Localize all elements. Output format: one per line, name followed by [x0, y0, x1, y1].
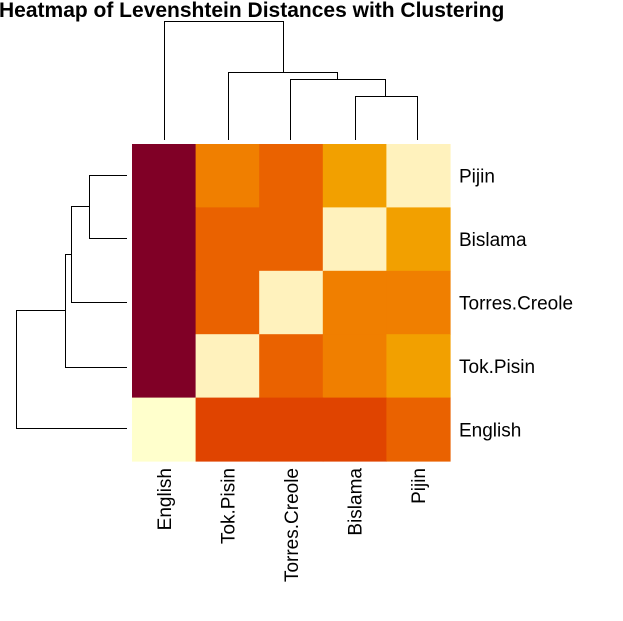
chart-title: Heatmap of Levenshtein Distances with Cl… [0, 0, 504, 22]
row-dendro-branch-root [16, 310, 127, 429]
col-dendro-branch-pijin-bislama [355, 96, 418, 140]
heatmap-cell-torres-creole-bislama [322, 270, 387, 335]
heatmap-cell-pijin-pijin [386, 144, 451, 208]
heatmap-cell-english-pijin [386, 397, 451, 462]
column-label-tok-pisin: Tok.Pisin [218, 468, 239, 544]
column-dendrogram [164, 21, 418, 140]
heatmap-cell-torres-creole-english [132, 270, 197, 335]
heatmap-cell-bislama-torres-creole [259, 207, 324, 272]
heatmap-cell-bislama-tok-pisin [195, 207, 260, 272]
col-dendro-branch-root [164, 21, 284, 140]
heatmap-cell-tok-pisin-bislama [322, 334, 387, 399]
column-label-bislama: Bislama [346, 468, 367, 536]
heatmap-cell-torres-creole-tok-pisin [195, 270, 260, 335]
row-dendro-branch-tokpisin-with-group [65, 254, 127, 368]
column-label-torres-creole: Torres.Creole [282, 468, 303, 582]
heatmap-cell-torres-creole-torres-creole [259, 270, 324, 335]
heatmap-cell-english-torres-creole [259, 397, 324, 462]
column-label-pijin: Pijin [409, 468, 430, 504]
heatmap-cell-pijin-english [132, 144, 197, 208]
row-labels: Pijin Bislama Torres.Creole Tok.Pisin Englis… [459, 167, 573, 442]
heatmap-cell-english-english [132, 397, 197, 462]
col-dendro-branch-torres-with-pijin-bislama [290, 79, 386, 140]
heatmap-cell-tok-pisin-tok-pisin [195, 334, 260, 399]
row-dendro-branch-torres-with-pijin-bislama [71, 206, 127, 303]
heatmap-cell-tok-pisin-pijin [386, 334, 451, 399]
row-dendro-branch-pijin-bislama [89, 175, 127, 239]
heatmap-cell-tok-pisin-torres-creole [259, 334, 324, 399]
row-label-torres-creole: Torres.Creole [459, 294, 573, 315]
heatmap-cell-pijin-torres-creole [259, 144, 324, 208]
row-label-pijin: Pijin [459, 167, 495, 188]
heatmap-cell-torres-creole-pijin [386, 270, 451, 335]
heatmap-cell-pijin-bislama [322, 144, 387, 208]
row-label-tok-pisin: Tok.Pisin [459, 357, 535, 378]
row-dendrogram [16, 175, 127, 429]
col-dendro-branch-tokpisin-with-group [228, 72, 338, 140]
column-label-english: English [155, 468, 176, 530]
heatmap-cell-bislama-bislama [322, 207, 387, 272]
heatmap-cells [132, 144, 451, 462]
heatmap-cell-english-bislama [322, 397, 387, 462]
heatmap-cell-tok-pisin-english [132, 334, 197, 399]
heatmap-cell-bislama-english [132, 207, 197, 272]
row-label-english: English [459, 420, 521, 441]
heatmap-cell-pijin-tok-pisin [195, 144, 260, 208]
row-label-bislama: Bislama [459, 230, 527, 251]
heatmap-cell-bislama-pijin [386, 207, 451, 272]
column-labels: English Tok.Pisin Torres.Creole Bislama Piji… [155, 468, 430, 582]
heatmap-cell-english-tok-pisin [195, 397, 260, 462]
